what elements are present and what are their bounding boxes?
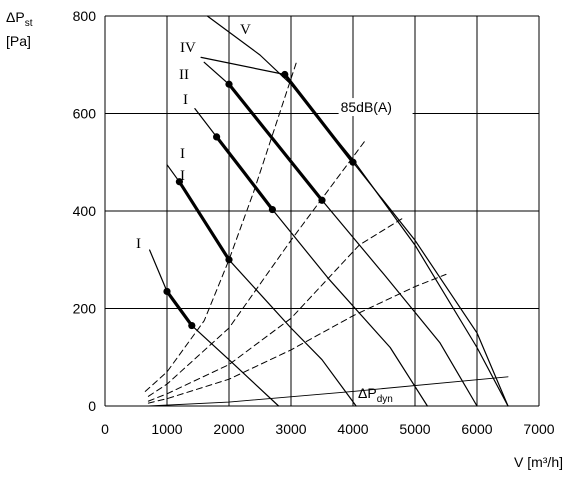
operating-range-segment: [215, 135, 274, 212]
fan-curve: [200, 56, 509, 407]
series-label: V: [240, 22, 251, 38]
system-curve-dashed: [147, 217, 404, 402]
dynamic-pressure-label: ΔPdyn: [358, 385, 393, 405]
x-tick-label: 2000: [213, 421, 244, 437]
fan-curve: [166, 164, 357, 407]
x-tick-label: 7000: [523, 421, 554, 437]
x-tick-label: 4000: [337, 421, 368, 437]
series-label: IV: [180, 40, 196, 56]
operating-point: [163, 287, 171, 296]
operating-range-segment: [177, 180, 231, 262]
operating-point: [225, 256, 233, 264]
system-curve-dashed: [147, 273, 447, 404]
y-axis-title-subscript: st: [25, 18, 33, 29]
operating-point: [349, 158, 357, 166]
x-axis-title: V [m³/h]: [514, 454, 563, 470]
operating-point: [318, 196, 326, 204]
operating-point: [175, 178, 183, 186]
operating-range-segment: [165, 289, 194, 328]
operating-point: [225, 80, 233, 88]
y-tick-labels: 0 200 400 600 800: [73, 8, 97, 414]
x-tick-label: 1000: [151, 421, 182, 437]
x-tick-label: 0: [101, 421, 109, 437]
operating-point: [188, 321, 196, 330]
noise-level-annotation: 85dB(A): [341, 99, 392, 115]
y-tick-label: 400: [73, 203, 97, 219]
operating-point: [281, 70, 289, 79]
y-tick-label: 200: [73, 301, 97, 317]
series-label: II: [179, 67, 189, 83]
operating-point: [213, 133, 221, 141]
x-tick-label: 3000: [275, 421, 306, 437]
fan-curve: [203, 61, 478, 407]
series-label: I: [183, 92, 188, 108]
y-axis-unit: [Pa]: [6, 33, 31, 49]
dynamic-pressure-line: [147, 376, 509, 407]
data-points: [163, 70, 357, 330]
y-tick-label: 0: [88, 398, 96, 414]
fan-curve: [194, 108, 428, 407]
annotation-background: [338, 98, 413, 117]
operating-point: [268, 205, 276, 214]
x-tick-labels: 0 1000 2000 3000 4000 5000 6000 7000: [101, 421, 555, 437]
system-curve-dashed: [144, 59, 298, 392]
series-label: I: [180, 168, 185, 184]
x-tick-label: 5000: [399, 421, 430, 437]
operating-range-segment: [227, 82, 324, 202]
grid-lines: [104, 15, 540, 407]
series-label: I: [136, 236, 141, 252]
series-label: I: [180, 146, 185, 162]
y-tick-label: 800: [73, 8, 97, 24]
operating-range-segment: [283, 72, 355, 164]
y-axis-title: ΔPst: [6, 9, 33, 29]
system-curve-dashed: [147, 139, 366, 397]
y-tick-label: 600: [73, 106, 97, 122]
x-tick-label: 6000: [461, 421, 492, 437]
